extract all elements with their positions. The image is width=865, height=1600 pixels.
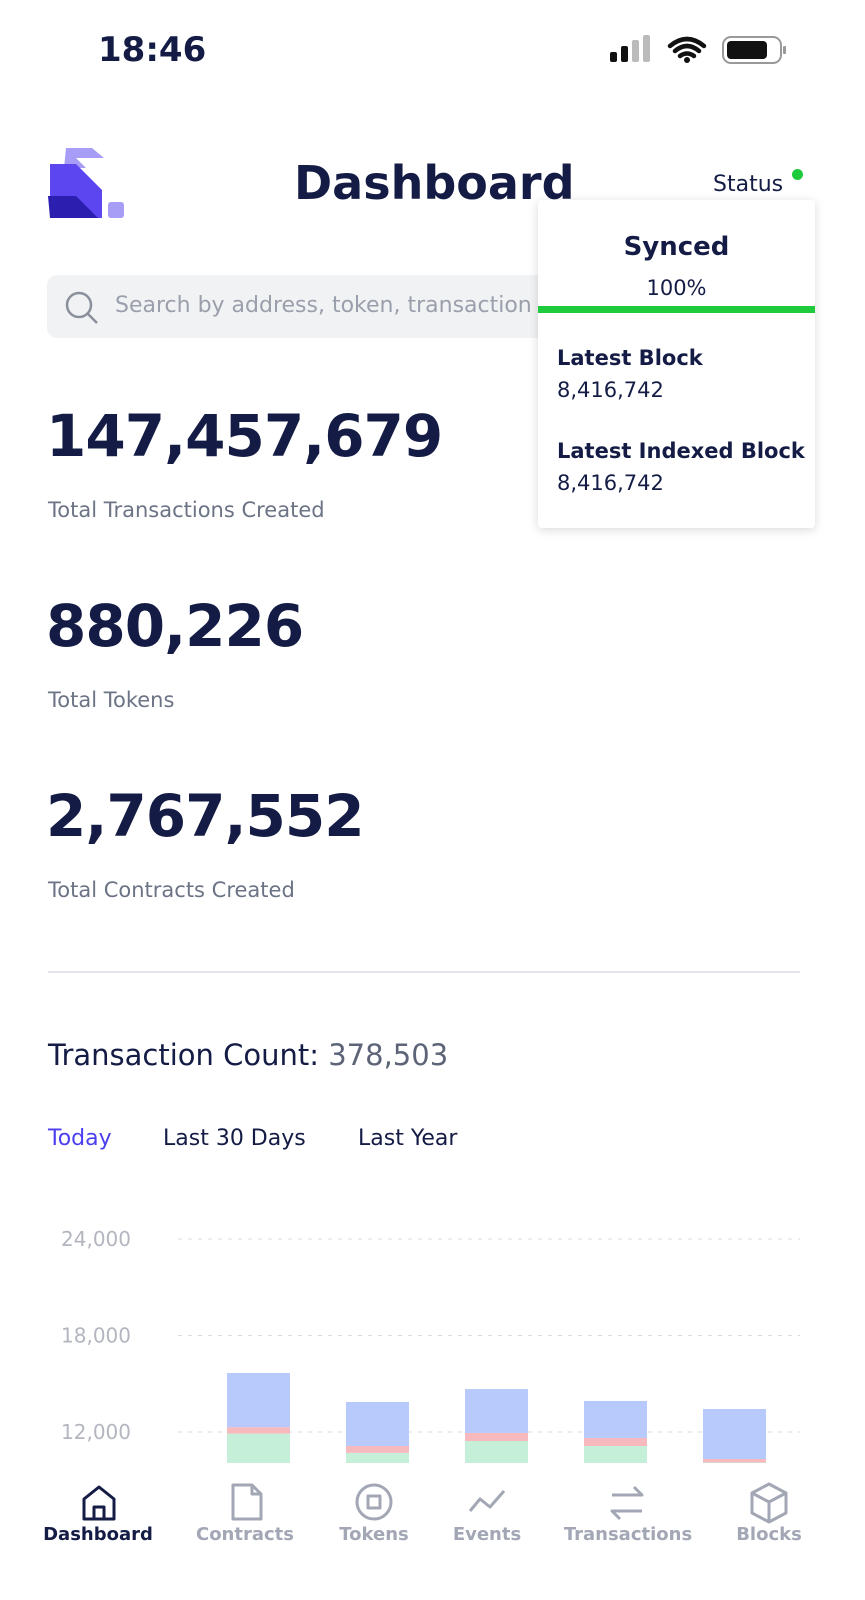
divider (48, 971, 800, 973)
bar-segment (227, 1427, 290, 1434)
nav-item[interactable]: Dashboard (43, 1524, 153, 1545)
latest-block-label: Latest Block (557, 346, 703, 370)
count-value: 378,503 (328, 1038, 449, 1072)
nav-item[interactable]: Contracts (195, 1524, 294, 1545)
bar-segment (584, 1437, 647, 1446)
search-bar[interactable] (47, 275, 607, 338)
status-icons (610, 35, 786, 64)
bar-segment (465, 1389, 528, 1433)
latest-indexed: 8,416,742 (557, 471, 664, 495)
status-popup: Synced 100% Latest Block 8,416,742 Lates… (538, 200, 815, 528)
stat-label: Total Contracts Created (48, 878, 295, 902)
latest-indexed-label: Latest Indexed Block (557, 439, 805, 463)
search-icon (65, 291, 98, 324)
bar-segment (465, 1432, 528, 1442)
sync-percent: 100% (646, 276, 707, 300)
bar-segment (346, 1402, 409, 1446)
sync-progress (538, 306, 815, 313)
stat-value: 2,767,552 (46, 782, 365, 850)
count-heading: Transaction Count: 378,503 (48, 1038, 448, 1072)
sync-state: Synced (623, 232, 730, 262)
logo (48, 148, 124, 218)
nav-item[interactable]: Events (452, 1524, 522, 1545)
bar-segment (703, 1459, 766, 1463)
stat-value: 880,226 (46, 592, 304, 660)
bar-segment (703, 1409, 766, 1460)
tab[interactable]: Today (48, 1126, 112, 1151)
nav-icons (82, 1482, 788, 1524)
tab-bar: Dashboard Contracts Tokens Events Transa… (0, 1463, 865, 1600)
y-tick-label: 12,000 (61, 1420, 131, 1444)
search-placeholder: Search by address, token, transaction (115, 293, 532, 318)
nav-item[interactable]: Tokens (339, 1524, 409, 1545)
tab[interactable]: Last 30 Days (163, 1126, 306, 1151)
stat-label: Total Transactions Created (48, 498, 325, 522)
status-dot (790, 167, 805, 182)
stat-value: 147,457,679 (46, 402, 443, 470)
count-label: Transaction Count: (48, 1038, 320, 1072)
tab[interactable]: Last Year (358, 1126, 458, 1151)
page-title: Dashboard (294, 156, 575, 210)
status-button[interactable]: Status (713, 172, 784, 197)
bar-segment (227, 1372, 290, 1428)
bar-segment (346, 1445, 409, 1453)
clock: 18:46 (98, 30, 207, 70)
bar-segment (584, 1400, 647, 1438)
latest-block: 8,416,742 (557, 378, 664, 402)
nav-item[interactable]: Blocks (736, 1524, 802, 1545)
stat-label: Total Tokens (48, 688, 175, 712)
nav-item[interactable]: Transactions (563, 1524, 693, 1545)
y-tick-label: 24,000 (61, 1227, 131, 1251)
y-tick-label: 18,000 (61, 1324, 131, 1348)
